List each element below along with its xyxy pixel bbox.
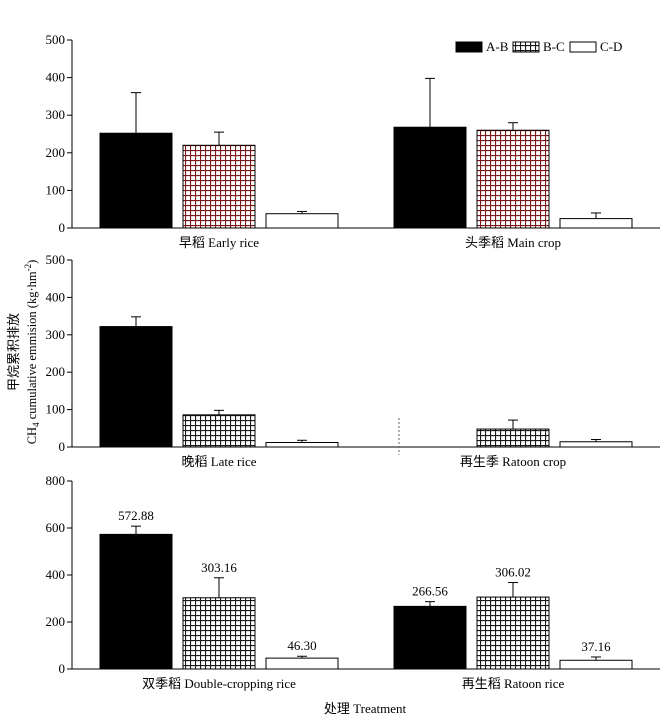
legend-item: C-D — [569, 39, 622, 54]
group-label: 双季稻 Double-cropping rice — [142, 676, 296, 691]
bar-c-d — [559, 441, 633, 448]
y-tick-label: 200 — [46, 364, 66, 379]
bar-a-b — [99, 533, 173, 670]
legend-label: B-C — [543, 39, 565, 54]
bar-b-c — [182, 414, 256, 448]
y-tick-label: 400 — [46, 567, 66, 582]
group-label: 再生稻 Ratoon rice — [462, 676, 565, 691]
bar-b-c — [182, 144, 256, 229]
y-tick-label: 400 — [46, 289, 66, 304]
bar-b-c — [476, 129, 550, 229]
y-axis-label-cn: 甲烷累积排放 — [6, 313, 21, 391]
data-value-label: 46.30 — [287, 638, 316, 653]
y-tick-label: 300 — [46, 107, 66, 122]
data-value-label: 303.16 — [201, 560, 237, 575]
bar-b-c — [182, 597, 256, 670]
y-tick-label: 400 — [46, 70, 66, 85]
y-tick-label: 600 — [46, 520, 66, 535]
y-tick-label: 0 — [59, 439, 66, 454]
x-axis-label: 处理 Treatment — [324, 701, 407, 716]
bar-c-d — [265, 442, 339, 448]
legend-item: B-C — [512, 39, 565, 54]
y-tick-label: 200 — [46, 145, 66, 160]
group-label: 早稻 Early rice — [179, 235, 259, 250]
group-label: 再生季 Ratoon crop — [460, 454, 566, 469]
chart-panels: 0 100 200 300 400 500 早稻 Early rice 头季稻 Main cr… — [46, 32, 660, 691]
group-label: 晚稻 Late rice — [181, 454, 256, 469]
chart-legend: A-B B-C C-D — [455, 39, 622, 54]
bar-c-d — [559, 218, 633, 229]
bar-a-b — [99, 132, 173, 229]
legend-swatch — [455, 41, 483, 53]
panel-middle: 0 100 200 300 400 500 晚稻 Late rice 再生季 Ratoon c… — [46, 252, 660, 469]
y-tick-label: 500 — [46, 252, 66, 267]
data-value-label: 572.88 — [118, 508, 154, 523]
legend-swatch — [512, 41, 540, 53]
y-tick-label: 300 — [46, 327, 66, 342]
panel-top: 0 100 200 300 400 500 早稻 Early rice 头季稻 Main cr… — [46, 32, 660, 250]
legend-label: A-B — [486, 39, 509, 54]
bar-a-b — [99, 326, 173, 448]
bar-b-c — [476, 596, 550, 670]
y-tick-label: 200 — [46, 614, 66, 629]
y-tick-label: 100 — [46, 182, 66, 197]
data-value-label: 266.56 — [412, 584, 448, 599]
bar-a-b — [393, 605, 467, 670]
y-tick-label: 500 — [46, 32, 66, 47]
group-label: 头季稻 Main crop — [465, 235, 561, 250]
y-tick-label: 0 — [59, 220, 66, 235]
data-value-label: 306.02 — [495, 565, 531, 580]
y-tick-label: 100 — [46, 402, 66, 417]
legend-label: C-D — [600, 39, 622, 54]
y-tick-label: 800 — [46, 473, 66, 488]
panel-bottom: 0 200 400 600 800 572.88 303.16 46.30 双季稻 Double… — [46, 473, 660, 691]
bar-b-c — [476, 428, 550, 448]
bar-c-d — [265, 213, 339, 229]
bar-c-d — [265, 657, 339, 670]
legend-item: A-B — [455, 39, 509, 54]
data-value-label: 37.16 — [581, 639, 611, 654]
bar-c-d — [559, 659, 633, 670]
bar-a-b — [393, 126, 467, 229]
y-axis-label-en: CH4 cumulative emmision (kg·hm-2) — [23, 260, 41, 445]
y-tick-label: 0 — [59, 661, 66, 676]
legend-swatch — [569, 41, 597, 53]
